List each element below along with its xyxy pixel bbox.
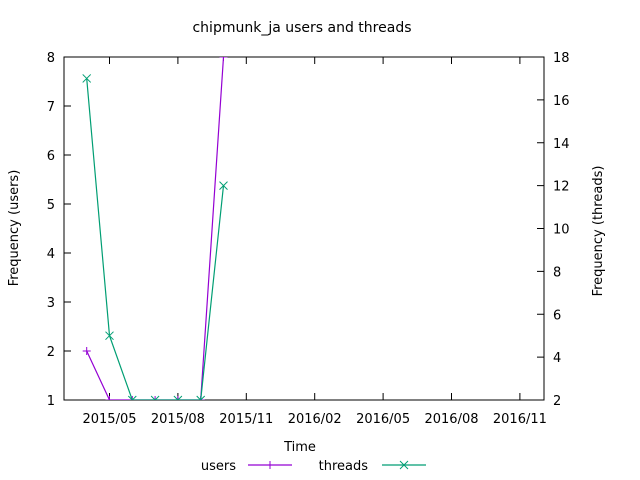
marker-stroke-d2	[154, 395, 160, 400]
marker-stroke-d2	[105, 331, 114, 341]
y2-tick-label: 12	[553, 180, 570, 195]
data-point-threads	[173, 395, 183, 400]
y2-tick-label: 6	[553, 308, 561, 323]
y2-tick-label: 14	[553, 137, 570, 152]
data-point-threads	[82, 74, 92, 83]
legend-label-threads: threads	[319, 459, 369, 474]
series-layer	[82, 57, 228, 400]
marker-stroke-d1	[127, 395, 134, 400]
x-tick-label: 2015/08	[151, 412, 205, 427]
legend-label-users: users	[201, 459, 236, 474]
series-line-threads	[86, 78, 225, 400]
marker-stroke-d2	[399, 460, 409, 470]
data-point-threads	[105, 331, 114, 341]
y-axis-label: Frequency (users)	[7, 170, 22, 287]
y-tick-label: 3	[47, 296, 55, 311]
chart-title: chipmunk_ja users and threads	[192, 20, 411, 36]
y-tick-label: 7	[47, 100, 55, 115]
marker-stroke-d1	[173, 395, 179, 400]
x-tick-label: 2015/05	[82, 412, 136, 427]
marker-stroke-d2	[82, 74, 92, 83]
data-point-users	[219, 57, 228, 61]
x-tick-label: 2016/08	[424, 412, 478, 427]
data-point-threads	[127, 395, 137, 400]
data-point-users	[105, 396, 114, 400]
x-tick-label: 2016/02	[288, 412, 342, 427]
data-point-threads	[196, 395, 206, 400]
y2-axis-label: Frequency (threads)	[591, 166, 606, 297]
series-line-users	[86, 57, 225, 400]
legend-marker-users	[266, 461, 274, 469]
y2-tick-label: 4	[553, 351, 561, 366]
legend-marker-threads	[399, 460, 409, 470]
y-tick-label: 4	[47, 247, 55, 262]
data-point-users	[151, 396, 160, 400]
marker-stroke-d1	[196, 395, 202, 400]
y-tick-label: 2	[47, 345, 55, 360]
legend: users threads	[201, 459, 426, 474]
y2-tick-label: 8	[553, 265, 561, 280]
marker-stroke-d2	[131, 395, 137, 400]
y-tick-label: 1	[47, 394, 55, 409]
marker-stroke-d2	[199, 395, 206, 400]
data-point-users	[128, 396, 137, 400]
y2-tick-label: 10	[553, 223, 570, 238]
data-point-threads	[219, 181, 228, 190]
y2-tick-label: 18	[553, 51, 570, 66]
y2-tick-label: 2	[553, 394, 561, 409]
x-tick-label: 2016/11	[493, 412, 547, 427]
plot-frame	[63, 56, 545, 401]
data-point-users	[82, 347, 91, 355]
y-tick-label: 6	[47, 149, 55, 164]
marker-stroke-d2	[177, 395, 183, 400]
x-axis-label: Time	[283, 440, 316, 455]
y2-tick-label: 16	[553, 94, 570, 109]
x-tick-label: 2016/05	[356, 412, 410, 427]
y-tick-label: 8	[47, 51, 55, 66]
data-point-threads	[150, 395, 160, 400]
y-tick-label: 5	[47, 198, 55, 213]
marker-stroke-d2	[219, 181, 228, 190]
x-tick-label: 2015/11	[219, 412, 273, 427]
data-point-users	[173, 396, 182, 400]
marker-stroke-d1	[150, 395, 156, 400]
